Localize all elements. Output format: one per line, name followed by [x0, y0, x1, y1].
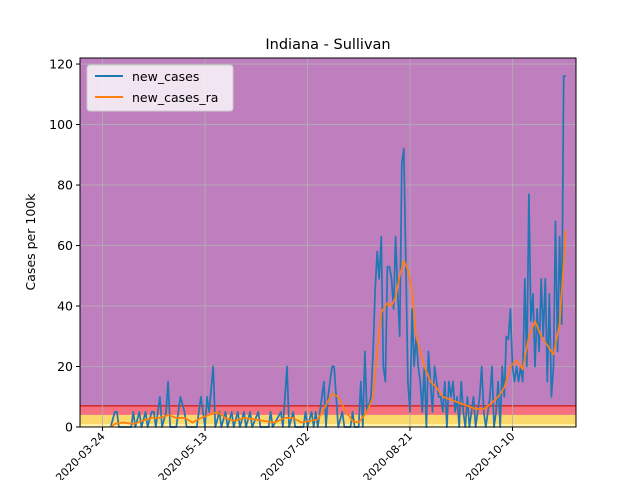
x-tick-label: 2020-03-24	[53, 430, 107, 480]
plot-frame	[79, 57, 577, 428]
series-line-new-cases-ra	[110, 230, 567, 428]
series-line-new-cases	[109, 75, 566, 428]
y-tick-label: 100	[49, 117, 73, 132]
y-axis: 0 20 40 60 80 100 120	[49, 57, 80, 435]
x-tick-label: 2020-10-10	[463, 430, 517, 480]
x-tick-label: 2020-05-13	[156, 430, 210, 480]
risk-band-3	[80, 58, 576, 406]
y-tick-label: 40	[57, 299, 73, 314]
y-tick-label: 20	[57, 359, 73, 374]
risk-band-0	[80, 423, 576, 427]
y-axis-label: Cases per 100k	[23, 193, 38, 291]
series-lines	[109, 75, 567, 428]
x-axis: 2020-03-24 2020-05-13 2020-07-02 2020-08-21…	[53, 427, 518, 484]
y-tick-label: 80	[57, 178, 73, 193]
risk-band-2	[80, 405, 576, 415]
legend: new_cases new_cases_ra	[86, 64, 234, 112]
y-tick-label: 120	[49, 57, 73, 72]
x-tick-label: 2020-07-02	[258, 430, 312, 480]
legend-box	[86, 64, 234, 112]
y-tick-label: 60	[57, 238, 73, 253]
legend-label-new-cases-ra: new_cases_ra	[132, 90, 218, 105]
risk-band-1	[80, 414, 576, 424]
legend-label-new-cases: new_cases	[132, 69, 199, 84]
risk-bands	[80, 58, 576, 427]
chart-title: Indiana - Sullivan	[265, 37, 390, 53]
y-tick-label: 0	[65, 420, 73, 435]
x-tick-label: 2020-08-21	[361, 430, 415, 480]
